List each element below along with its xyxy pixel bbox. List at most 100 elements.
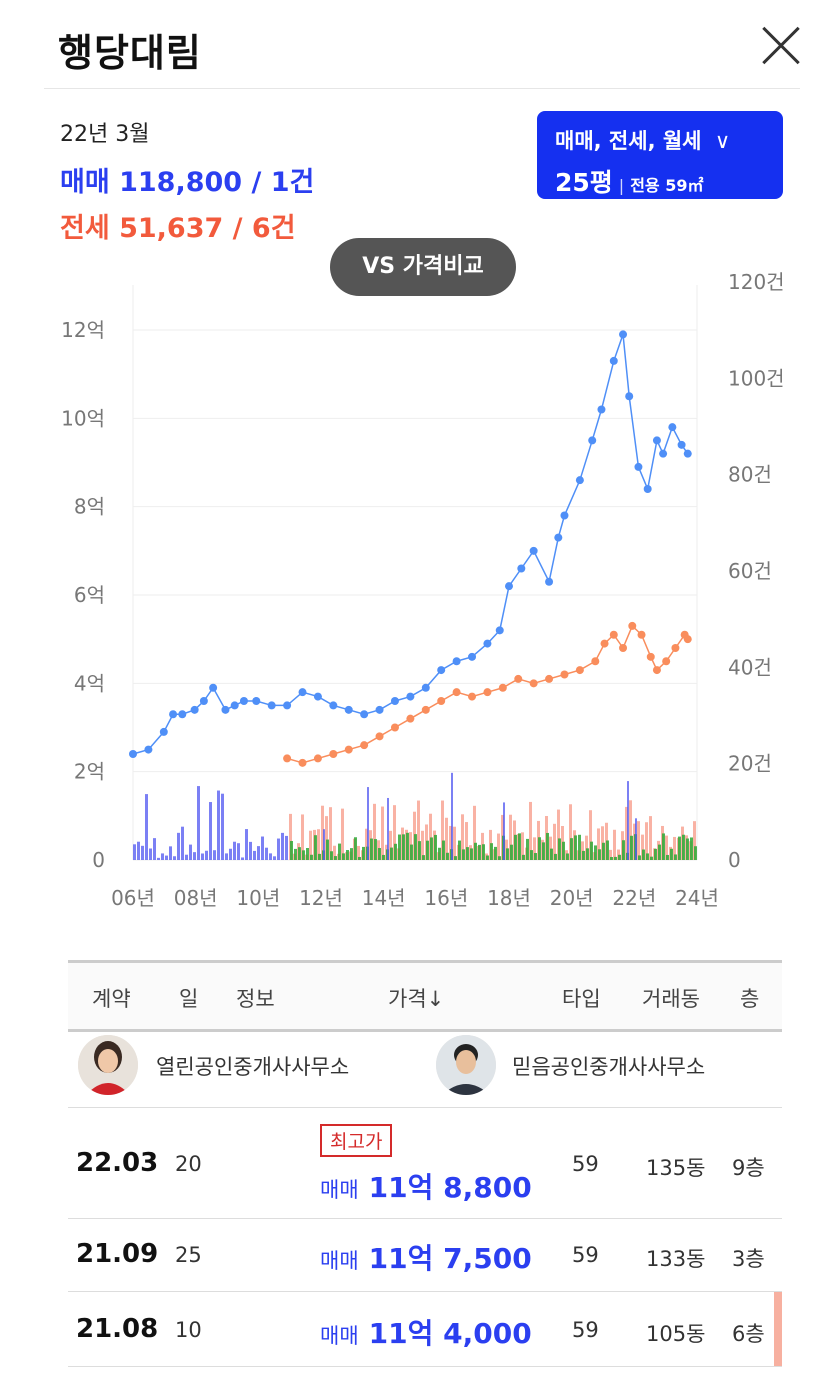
vs-compare-button[interactable]: VS 가격비교 — [330, 238, 516, 296]
x-tick-label: 24년 — [675, 886, 719, 910]
volume-bar — [646, 853, 649, 860]
volume-bar — [674, 854, 677, 860]
agent-row: 열린공인중개사사무소 믿음공인중개사사무소 — [68, 1029, 782, 1108]
volume-bar — [330, 851, 333, 860]
data-point — [283, 701, 292, 710]
col-info[interactable]: 정보 — [236, 987, 275, 1011]
data-point — [452, 657, 461, 666]
volume-bar — [141, 845, 144, 860]
volume-bar — [290, 840, 293, 860]
agent-avatar[interactable] — [436, 1035, 496, 1095]
volume-bar — [617, 849, 620, 860]
data-point — [683, 635, 692, 644]
table-row[interactable]: 21.09 25 매매 11억 7,500 59 133동 3층 — [68, 1219, 782, 1292]
data-point — [646, 652, 655, 661]
col-contract[interactable]: 계약 — [92, 987, 131, 1011]
volume-bar — [434, 834, 437, 860]
volume-bar — [598, 849, 601, 860]
filter-size: 25평 — [555, 168, 613, 197]
volume-bar — [225, 853, 228, 860]
data-point — [619, 644, 628, 652]
x-tick-label: 10년 — [236, 886, 280, 910]
col-type[interactable]: 타입 — [562, 987, 601, 1011]
row-date: 22.03 — [76, 1148, 159, 1178]
row-price-type: 매매 — [320, 1249, 359, 1273]
volume-bar — [429, 813, 432, 860]
agent-name[interactable]: 믿음공인중개사사무소 — [512, 1055, 706, 1079]
filter-button[interactable]: 매매, 전세, 월세 ∨ 25평 | 전용 59㎡ — [537, 111, 783, 199]
col-price[interactable]: 가격↓ — [388, 987, 445, 1011]
data-point — [313, 754, 322, 763]
data-point — [252, 697, 261, 705]
volume-bar — [538, 837, 541, 860]
x-tick-label: 12년 — [299, 886, 343, 910]
data-point — [468, 652, 477, 661]
table-row[interactable]: 22.03 20 최고가 매매 11억 8,800 59 135동 9층 — [68, 1108, 782, 1219]
col-floor[interactable]: 층 — [740, 987, 760, 1011]
data-point — [390, 723, 399, 732]
volume-bar — [309, 830, 312, 860]
volume-bar — [157, 857, 160, 860]
highest-price-badge: 최고가 — [320, 1124, 393, 1157]
volume-bar — [690, 837, 693, 860]
volume-bar — [458, 840, 461, 860]
agent-avatar[interactable] — [78, 1035, 138, 1095]
volume-bar — [253, 850, 256, 860]
close-icon[interactable] — [760, 24, 802, 66]
volume-bar — [398, 834, 401, 860]
chevron-down-icon: ∨ — [714, 129, 731, 153]
volume-bar — [442, 840, 445, 860]
volume-bar — [306, 848, 309, 860]
row-price-type: 매매 — [320, 1324, 359, 1348]
table-row[interactable]: 21.08 10 매매 11억 4,000 59 105동 6층 — [68, 1292, 782, 1367]
right-tick-label: 20건 — [728, 752, 772, 776]
data-point — [390, 697, 399, 705]
volume-bar — [358, 856, 361, 860]
volume-bar — [625, 806, 628, 860]
volume-bar — [298, 847, 301, 860]
volume-bar — [585, 835, 588, 860]
volume-bar — [410, 844, 413, 860]
agent-name[interactable]: 열린공인중개사사무소 — [156, 1055, 350, 1079]
left-tick-label: 4억 — [74, 671, 105, 695]
data-point — [671, 644, 680, 652]
col-day[interactable]: 일 — [179, 987, 199, 1011]
left-tick-label: 2억 — [74, 760, 105, 784]
volume-bar — [354, 837, 357, 860]
x-tick-label: 14년 — [362, 886, 406, 910]
volume-bar — [205, 850, 208, 860]
volume-bar — [549, 836, 552, 860]
highlight-bar — [774, 1292, 782, 1366]
col-dong[interactable]: 거래동 — [642, 987, 700, 1011]
volume-bar — [181, 826, 184, 860]
volume-bar — [233, 841, 236, 860]
data-point — [199, 697, 208, 705]
volume-bar — [466, 847, 469, 860]
volume-bar — [582, 850, 585, 860]
data-point — [360, 710, 369, 719]
volume-bar — [365, 828, 368, 860]
volume-bar — [473, 805, 476, 860]
volume-bar — [546, 832, 549, 860]
data-point — [483, 639, 492, 648]
volume-bar — [261, 836, 264, 860]
row-price: 매매 11억 4,000 — [320, 1312, 532, 1352]
left-tick-label: 12억 — [61, 318, 105, 342]
volume-bar — [678, 836, 681, 860]
data-point — [239, 697, 248, 705]
volume-bar — [622, 840, 625, 860]
volume-bar — [406, 832, 409, 860]
volume-bar — [323, 829, 325, 860]
volume-bar — [594, 845, 597, 860]
row-dong: 105동 — [646, 1322, 706, 1346]
data-point — [514, 674, 523, 683]
volume-bar — [362, 846, 365, 860]
volume-bar — [638, 855, 641, 860]
volume-bar — [367, 787, 369, 860]
table-header: 계약 일 정보 가격↓ 타입 거래동 층 — [68, 960, 782, 1032]
row-date: 21.08 — [76, 1314, 159, 1344]
data-point — [178, 710, 187, 719]
volume-bar — [486, 855, 489, 860]
volume-bar — [462, 849, 465, 860]
volume-bar — [229, 848, 232, 860]
